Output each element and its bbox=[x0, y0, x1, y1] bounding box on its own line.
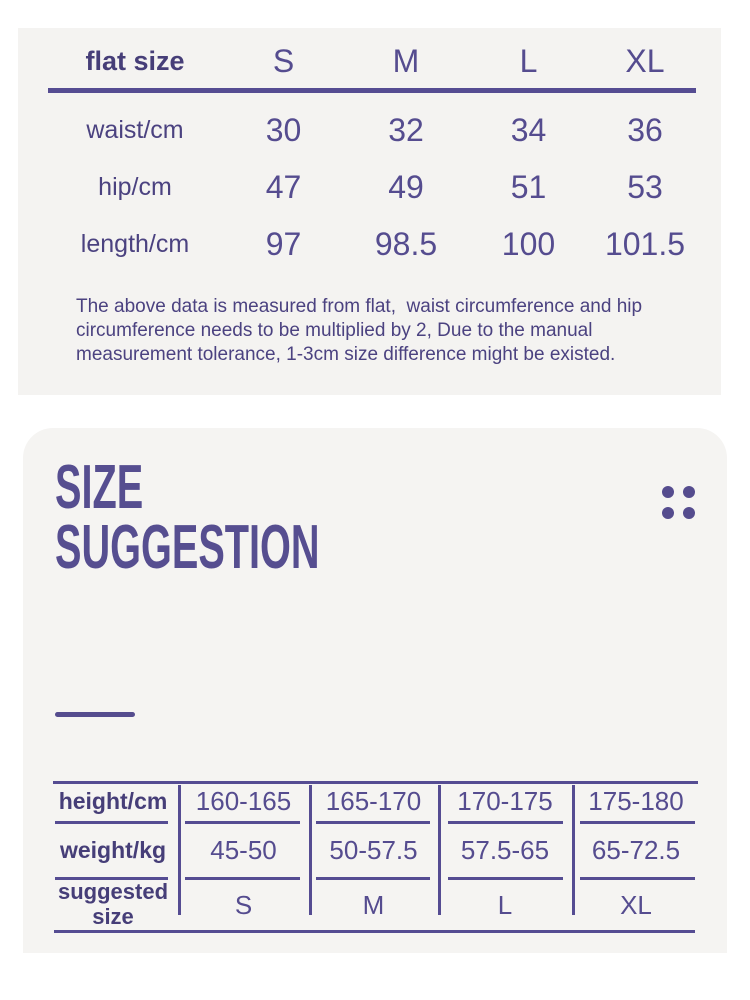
four-dots-icon bbox=[662, 486, 695, 519]
length-value-m: 98.5 bbox=[374, 226, 438, 262]
title-line-2: SUGGESTION bbox=[55, 513, 320, 582]
row-label-height: height/cm bbox=[58, 788, 168, 814]
row-label-hip: hip/cm bbox=[98, 173, 172, 201]
row-label-suggested-size: suggested size bbox=[57, 879, 169, 929]
row1-underline-col3 bbox=[448, 821, 563, 824]
weight-range-s: 45-50 bbox=[210, 834, 277, 865]
height-range-l: 170-175 bbox=[457, 786, 553, 816]
size-header-m: M bbox=[392, 42, 420, 79]
dot-icon bbox=[683, 507, 695, 519]
measurement-note: The above data is measured from flat, wa… bbox=[76, 295, 642, 367]
flat-size-table: waist/cm 30 32 34 36 hip/cm 47 49 51 53 … bbox=[48, 102, 700, 273]
column-divider-2 bbox=[309, 785, 312, 915]
suggested-size-s: S bbox=[234, 889, 253, 920]
row2-underline-label bbox=[55, 877, 168, 880]
flat-size-title: flat size bbox=[85, 45, 185, 76]
note-line-3: measurement tolerance, 1-3cm size differ… bbox=[76, 344, 616, 365]
waist-value-l: 34 bbox=[510, 112, 547, 148]
length-value-xl: 101.5 bbox=[604, 226, 686, 262]
title-line-1: SIZE bbox=[55, 453, 144, 522]
waist-value-xl: 36 bbox=[627, 112, 663, 148]
suggestion-table-top-rule bbox=[53, 781, 698, 784]
height-range-s: 160-165 bbox=[195, 786, 292, 816]
note-line-2: circumference needs to be multiplied by … bbox=[76, 320, 593, 341]
row2-underline-col1 bbox=[185, 877, 300, 880]
suggested-size-xl: XL bbox=[620, 889, 652, 920]
hip-value-m: 49 bbox=[388, 169, 424, 205]
column-divider-4 bbox=[572, 785, 575, 915]
weight-range-m: 50-57.5 bbox=[329, 834, 418, 865]
row1-underline-col1 bbox=[185, 821, 300, 824]
row2-underline-col2 bbox=[316, 877, 430, 880]
size-suggestion-title: SIZE SUGGESTION bbox=[55, 457, 320, 579]
row-label-length: length/cm bbox=[80, 230, 190, 258]
hip-value-xl: 53 bbox=[627, 169, 663, 205]
height-range-xl: 175-180 bbox=[588, 786, 684, 816]
height-range-m: 165-170 bbox=[325, 786, 422, 816]
suggested-size-l: L bbox=[497, 889, 513, 920]
dot-icon bbox=[662, 486, 674, 498]
hip-value-s: 47 bbox=[265, 169, 302, 205]
size-header-s: S bbox=[272, 42, 295, 79]
dot-icon bbox=[662, 507, 674, 519]
length-value-s: 97 bbox=[265, 226, 302, 262]
header-divider-rule bbox=[48, 88, 696, 93]
row-label-waist: waist/cm bbox=[86, 116, 184, 144]
weight-range-xl: 65-72.5 bbox=[591, 834, 681, 865]
dot-icon bbox=[683, 486, 695, 498]
size-suggestion-table: height/cm 160-165 165-170 170-175 175-18… bbox=[48, 781, 700, 932]
hip-value-l: 51 bbox=[510, 169, 547, 205]
row-label-weight: weight/kg bbox=[59, 836, 167, 863]
accent-underline-bar bbox=[55, 712, 135, 717]
column-divider-1 bbox=[178, 785, 181, 915]
column-divider-3 bbox=[438, 785, 441, 915]
flat-size-panel: flat size S M L XL waist/cm 30 32 34 36 … bbox=[18, 28, 721, 395]
size-header-l: L bbox=[519, 42, 538, 79]
flat-size-header-row: flat size S M L XL bbox=[48, 36, 700, 86]
row2-underline-col3 bbox=[448, 877, 563, 880]
size-header-xl: XL bbox=[625, 42, 665, 79]
size-suggestion-card: SIZE SUGGESTION height/cm 160-165 165-170 bbox=[23, 428, 727, 953]
weight-range-l: 57.5-65 bbox=[460, 834, 550, 865]
row1-underline-col4 bbox=[580, 821, 695, 824]
waist-value-m: 32 bbox=[388, 112, 424, 148]
suggested-size-m: M bbox=[362, 889, 385, 920]
row2-underline-col4 bbox=[580, 877, 695, 880]
note-line-1: The above data is measured from flat, wa… bbox=[76, 296, 643, 317]
waist-value-s: 30 bbox=[265, 112, 302, 148]
row1-underline-col2 bbox=[316, 821, 430, 824]
row1-underline-label bbox=[55, 821, 168, 824]
suggestion-table-bottom-rule bbox=[54, 930, 695, 933]
length-value-l: 100 bbox=[501, 226, 556, 262]
